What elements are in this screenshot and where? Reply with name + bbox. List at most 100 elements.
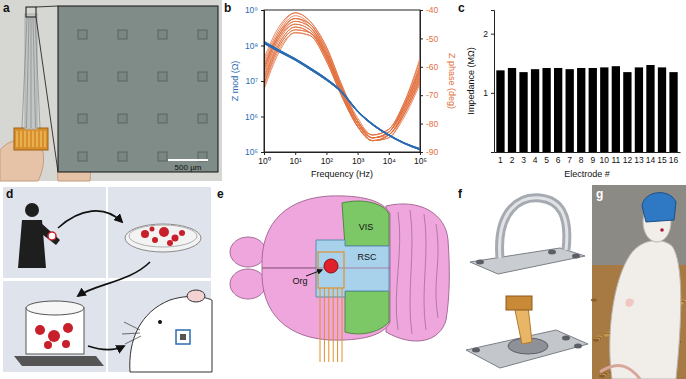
petri-dish-rim bbox=[129, 225, 197, 247]
series-line bbox=[264, 43, 420, 150]
tick: 2 bbox=[483, 29, 494, 39]
electrode-site bbox=[158, 30, 167, 39]
y-axis-title: Z mod (Ω) bbox=[230, 61, 240, 102]
retrosplenial-cortex bbox=[316, 240, 389, 297]
bar bbox=[566, 69, 574, 152]
electrode-site bbox=[118, 152, 127, 161]
series-line bbox=[264, 42, 420, 149]
electrode-site bbox=[78, 30, 87, 39]
tick-label: 16 bbox=[669, 155, 679, 165]
plot-frame bbox=[264, 10, 420, 152]
axis: 10⁵10⁶10⁷10⁸10⁹ bbox=[245, 5, 265, 157]
tick-label: 11 bbox=[611, 155, 620, 165]
tick-label: 4 bbox=[533, 155, 538, 165]
probe-lead bbox=[337, 288, 338, 362]
trace bbox=[33, 18, 36, 128]
tick-label: 5 bbox=[544, 155, 549, 165]
tick-mark bbox=[358, 152, 359, 155]
schematic-cell bbox=[108, 187, 211, 278]
bar bbox=[589, 68, 597, 152]
tick-mark bbox=[295, 152, 296, 155]
panel-label: a bbox=[3, 1, 10, 15]
panel-d bbox=[3, 187, 212, 372]
connector-pin bbox=[20, 131, 21, 147]
tick-label: -50 bbox=[426, 34, 439, 44]
panel-label: f bbox=[458, 187, 463, 201]
photo-background bbox=[0, 0, 222, 181]
whisker bbox=[125, 336, 141, 344]
organoid bbox=[44, 341, 52, 349]
tick: 10⁹ bbox=[245, 5, 264, 15]
screw bbox=[572, 254, 580, 259]
probe-lead bbox=[342, 288, 343, 362]
tick-label: 6 bbox=[556, 155, 561, 165]
tick-label: 10 bbox=[600, 155, 610, 165]
tick-label: 3 bbox=[521, 155, 526, 165]
tick-mark bbox=[491, 93, 494, 94]
tick: -90 bbox=[420, 147, 439, 157]
rat-paw bbox=[625, 298, 634, 306]
tick-label: 14 bbox=[646, 155, 656, 165]
panel-label: c bbox=[458, 1, 465, 15]
panel-c: 1234567891011121314151612Electrode #Impe… bbox=[466, 11, 681, 180]
tick: 6 bbox=[556, 152, 561, 165]
bar bbox=[646, 65, 654, 152]
panel-label: g bbox=[596, 187, 603, 201]
probe-lead bbox=[324, 288, 325, 362]
petri-dish bbox=[125, 224, 201, 252]
x-axis-title: Electrode # bbox=[564, 169, 610, 179]
headstage-base bbox=[470, 248, 585, 274]
trace bbox=[31, 18, 32, 128]
olfactory-bulb bbox=[230, 237, 266, 267]
connector-pin bbox=[28, 131, 29, 147]
screw bbox=[476, 260, 484, 265]
bedding bbox=[604, 334, 610, 337]
bar bbox=[496, 70, 504, 152]
tick-mark bbox=[420, 95, 423, 96]
biopsy-site bbox=[48, 232, 56, 240]
tick-label: 10⁸ bbox=[245, 41, 258, 51]
axis-line bbox=[491, 11, 495, 153]
electrode-site bbox=[78, 72, 87, 81]
panel-b: 10⁰10¹10²10³10⁴10⁵10⁵10⁶10⁷10⁸10⁹-90-80-… bbox=[230, 5, 457, 179]
series-line bbox=[264, 41, 420, 148]
tick: -70 bbox=[420, 90, 439, 100]
bar bbox=[577, 68, 585, 152]
scale-bar-label: 500 µm bbox=[175, 163, 202, 172]
axis: 12345678910111213141516 bbox=[495, 152, 681, 165]
olfactory-bulb bbox=[230, 269, 266, 299]
region-label: Org bbox=[292, 276, 307, 286]
implant-core bbox=[180, 334, 186, 340]
zoom-line bbox=[36, 6, 58, 7]
headstage-cap bbox=[642, 193, 676, 222]
tick: -80 bbox=[420, 119, 439, 129]
connector-pin bbox=[36, 131, 37, 147]
visual-cortex bbox=[345, 291, 389, 334]
tick-label: 13 bbox=[634, 155, 644, 165]
cerebellar-fold bbox=[410, 210, 412, 334]
headstage-arch-inner bbox=[500, 198, 567, 258]
trace bbox=[22, 18, 27, 128]
probe-lead bbox=[320, 288, 321, 362]
headstage-arch bbox=[500, 198, 567, 258]
electrode-site bbox=[158, 72, 167, 81]
tick: 12 bbox=[623, 152, 633, 165]
series-line bbox=[264, 19, 420, 138]
panel-e: VISRSCOrg bbox=[230, 196, 449, 362]
tick-mark bbox=[389, 152, 390, 155]
electrode-site bbox=[158, 114, 167, 123]
panel-label: b bbox=[224, 1, 231, 15]
series-line bbox=[264, 42, 420, 149]
bedding bbox=[591, 299, 597, 302]
whisker bbox=[124, 322, 140, 330]
series-line bbox=[264, 27, 420, 141]
region-label: VIS bbox=[359, 222, 374, 232]
tick: 10¹ bbox=[290, 152, 302, 166]
cerebellar-fold bbox=[396, 212, 399, 330]
whisker bbox=[122, 333, 140, 334]
bars bbox=[496, 65, 677, 152]
trace bbox=[35, 18, 40, 128]
series-line bbox=[264, 43, 420, 150]
electrode-site bbox=[158, 152, 167, 161]
tick: 10 bbox=[600, 152, 610, 165]
